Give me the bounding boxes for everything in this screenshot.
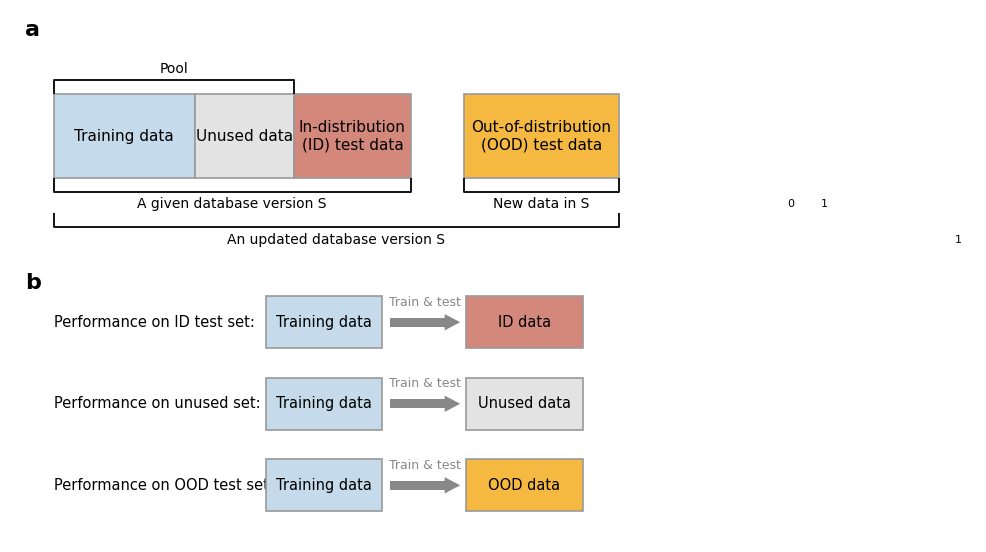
FancyBboxPatch shape (294, 94, 411, 178)
Text: Training data: Training data (75, 129, 175, 144)
FancyBboxPatch shape (266, 378, 383, 429)
Text: Train & test: Train & test (388, 377, 460, 390)
FancyBboxPatch shape (465, 378, 583, 429)
FancyBboxPatch shape (465, 459, 583, 511)
Text: Performance on unused set:: Performance on unused set: (53, 396, 260, 411)
FancyBboxPatch shape (195, 94, 294, 178)
Text: OOD data: OOD data (488, 478, 560, 493)
Text: A given database version S: A given database version S (137, 197, 327, 211)
Text: Unused data: Unused data (477, 396, 571, 411)
Text: 1: 1 (955, 235, 962, 245)
Text: Training data: Training data (276, 396, 372, 411)
Text: b: b (26, 273, 41, 293)
Polygon shape (445, 477, 460, 493)
Text: Unused data: Unused data (196, 129, 293, 144)
FancyBboxPatch shape (389, 318, 445, 327)
Text: Train & test: Train & test (388, 296, 460, 309)
Text: New data in S: New data in S (493, 197, 590, 211)
FancyBboxPatch shape (465, 296, 583, 348)
Text: a: a (26, 20, 40, 40)
FancyBboxPatch shape (53, 94, 195, 178)
Text: An updated database version S: An updated database version S (228, 232, 446, 247)
Text: 0: 0 (787, 199, 794, 209)
Text: In-distribution
(ID) test data: In-distribution (ID) test data (299, 120, 406, 152)
Text: Out-of-distribution
(OOD) test data: Out-of-distribution (OOD) test data (471, 120, 611, 152)
Text: ID data: ID data (498, 315, 551, 330)
FancyBboxPatch shape (266, 296, 383, 348)
Text: Training data: Training data (276, 478, 372, 493)
Text: 1: 1 (820, 199, 828, 209)
FancyBboxPatch shape (266, 459, 383, 511)
FancyBboxPatch shape (389, 481, 445, 490)
FancyBboxPatch shape (389, 400, 445, 408)
Text: Performance on OOD test set:: Performance on OOD test set: (53, 478, 273, 493)
Polygon shape (445, 396, 460, 412)
Polygon shape (445, 314, 460, 330)
Text: Performance on ID test set:: Performance on ID test set: (53, 315, 254, 330)
FancyBboxPatch shape (463, 94, 619, 178)
Text: Train & test: Train & test (388, 459, 460, 472)
Text: Pool: Pool (160, 62, 188, 76)
Text: Training data: Training data (276, 315, 372, 330)
